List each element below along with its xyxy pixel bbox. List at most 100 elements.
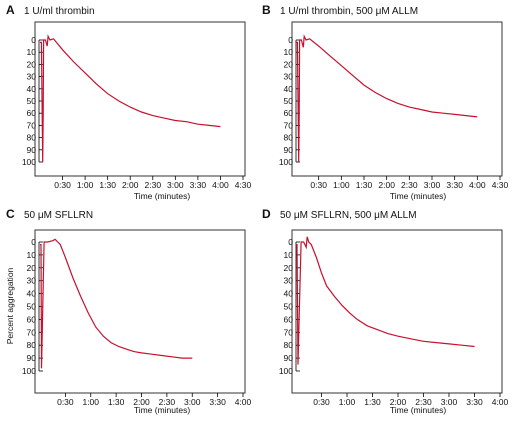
x-tick-label: 2:30 bbox=[401, 180, 418, 190]
panel-c-letter: C bbox=[6, 207, 15, 221]
y-tick-label: 50 bbox=[27, 96, 37, 106]
x-tick-label: 1:30 bbox=[356, 180, 373, 190]
y-tick-label: 0 bbox=[288, 35, 293, 45]
y-tick-label: 40 bbox=[27, 84, 37, 94]
y-tick-label: 80 bbox=[27, 340, 37, 350]
y-tick-label: 90 bbox=[284, 145, 294, 155]
y-tick-label: 80 bbox=[284, 133, 294, 143]
panel-d-x-axis: 0:30 1:00 1:30 2:00 2:30 3:00 3:30 4:00 bbox=[313, 393, 509, 407]
panel-d-series-line bbox=[296, 236, 475, 365]
y-tick-label: 80 bbox=[27, 133, 37, 143]
x-tick-label: 3:00 bbox=[184, 397, 201, 407]
x-tick-label: 2:30 bbox=[145, 180, 162, 190]
y-tick-label: 30 bbox=[284, 276, 294, 286]
panel-c-y-axis: 0 10 20 30 40 50 60 70 80 90 100 bbox=[22, 237, 43, 376]
x-tick-label: 4:00 bbox=[469, 180, 486, 190]
x-tick-label: 2:30 bbox=[159, 397, 176, 407]
panel-b-xlabel: Time (minutes) bbox=[390, 191, 447, 201]
panel-b-title: 1 U/ml thrombin, 500 μM ALLM bbox=[280, 6, 418, 17]
x-tick-label: 0:30 bbox=[57, 397, 74, 407]
panel-c-x-axis: 0:30 1:00 1:30 2:00 2:30 3:00 3:30 4:00 bbox=[57, 393, 252, 407]
y-tick-label: 40 bbox=[27, 289, 37, 299]
y-tick-label: 100 bbox=[22, 157, 36, 167]
x-tick-label: 2:00 bbox=[378, 180, 395, 190]
y-tick-label: 10 bbox=[284, 250, 294, 260]
panel-a-y-axis: 0 10 20 30 40 50 60 70 80 90 100 bbox=[22, 35, 43, 167]
panel-c-ylabel: Percent aggregation bbox=[5, 267, 15, 344]
x-tick-label: 1:00 bbox=[82, 397, 99, 407]
panel-d-xlabel: Time (minutes) bbox=[390, 405, 447, 415]
panel-b-letter: B bbox=[262, 3, 271, 17]
y-tick-label: 60 bbox=[284, 314, 294, 324]
x-tick-label: 2:00 bbox=[133, 397, 150, 407]
y-tick-label: 100 bbox=[279, 366, 293, 376]
panel-a-letter: A bbox=[6, 3, 15, 17]
panel-d-title: 50 μM SFLLRN, 500 μM ALLM bbox=[280, 210, 417, 221]
y-tick-label: 80 bbox=[284, 340, 294, 350]
x-tick-label: 1:00 bbox=[333, 180, 350, 190]
y-tick-label: 70 bbox=[27, 327, 37, 337]
y-tick-label: 100 bbox=[279, 157, 293, 167]
panel-c-series-line bbox=[40, 238, 193, 369]
y-tick-label: 20 bbox=[284, 59, 294, 69]
x-tick-label: 1:30 bbox=[364, 397, 381, 407]
panel-c-xlabel: Time (minutes) bbox=[134, 405, 191, 415]
y-tick-label: 60 bbox=[284, 108, 294, 118]
panel-d-frame bbox=[291, 229, 503, 394]
y-tick-label: 40 bbox=[284, 289, 294, 299]
y-tick-label: 0 bbox=[31, 237, 36, 247]
y-tick-label: 60 bbox=[27, 314, 37, 324]
panel-a-title: 1 U/ml thrombin bbox=[24, 6, 95, 17]
x-tick-label: 3:30 bbox=[190, 180, 207, 190]
y-tick-label: 30 bbox=[284, 72, 294, 82]
y-tick-label: 90 bbox=[27, 145, 37, 155]
x-tick-label: 3:00 bbox=[167, 180, 184, 190]
y-tick-label: 10 bbox=[27, 47, 37, 57]
panel-c-title: 50 μM SFLLRN bbox=[24, 210, 93, 221]
y-tick-label: 20 bbox=[284, 263, 294, 273]
y-tick-label: 0 bbox=[31, 35, 36, 45]
panel-b-frame bbox=[291, 21, 503, 177]
panel-b-y-axis: 0 10 20 30 40 50 60 70 80 90 100 bbox=[279, 35, 300, 167]
panel-a-series-line bbox=[40, 34, 221, 163]
y-tick-label: 50 bbox=[284, 302, 294, 312]
panel-b-x-axis: 0:30 1:00 1:30 2:00 2:30 3:00 3:30 4:00 4:30 bbox=[310, 176, 509, 190]
y-tick-label: 10 bbox=[284, 47, 294, 57]
panel-b-series-line bbox=[296, 34, 478, 163]
x-tick-label: 0:30 bbox=[313, 397, 330, 407]
y-tick-label: 100 bbox=[22, 366, 36, 376]
x-tick-label: 4:30 bbox=[235, 180, 252, 190]
x-tick-label: 1:00 bbox=[77, 180, 94, 190]
x-tick-label: 2:30 bbox=[415, 397, 432, 407]
y-tick-label: 30 bbox=[27, 72, 37, 82]
x-tick-label: 3:30 bbox=[466, 397, 483, 407]
x-tick-label: 0:30 bbox=[54, 180, 71, 190]
y-tick-label: 70 bbox=[284, 327, 294, 337]
x-tick-label: 4:00 bbox=[492, 397, 509, 407]
y-tick-label: 90 bbox=[284, 353, 294, 363]
y-tick-label: 10 bbox=[27, 250, 37, 260]
panel-d-letter: D bbox=[262, 207, 271, 221]
x-tick-label: 2:00 bbox=[390, 397, 407, 407]
x-tick-label: 3:00 bbox=[441, 397, 458, 407]
panel-b: B 1 U/ml thrombin, 500 μM ALLM 0 10 20 30 40… bbox=[262, 3, 509, 201]
x-tick-label: 1:30 bbox=[108, 397, 125, 407]
y-tick-label: 20 bbox=[27, 263, 37, 273]
x-tick-label: 3:30 bbox=[446, 180, 463, 190]
y-tick-label: 60 bbox=[27, 108, 37, 118]
panel-a-frame bbox=[34, 21, 246, 177]
y-tick-label: 30 bbox=[27, 276, 37, 286]
panel-a-x-axis: 0:30 1:00 1:30 2:00 2:30 3:00 3:30 4:00 4:30 bbox=[54, 176, 252, 190]
y-tick-label: 50 bbox=[284, 96, 294, 106]
y-tick-label: 90 bbox=[27, 353, 37, 363]
y-tick-label: 20 bbox=[27, 59, 37, 69]
y-tick-label: 70 bbox=[284, 120, 294, 130]
y-tick-label: 40 bbox=[284, 84, 294, 94]
x-tick-label: 1:00 bbox=[339, 397, 356, 407]
x-tick-label: 4:00 bbox=[212, 180, 229, 190]
panel-a-xlabel: Time (minutes) bbox=[134, 191, 191, 201]
y-tick-label: 70 bbox=[27, 120, 37, 130]
x-tick-label: 2:00 bbox=[122, 180, 139, 190]
panel-d: D 50 μM SFLLRN, 500 μM ALLM 0 10 20 30 40 50 6… bbox=[262, 207, 509, 415]
